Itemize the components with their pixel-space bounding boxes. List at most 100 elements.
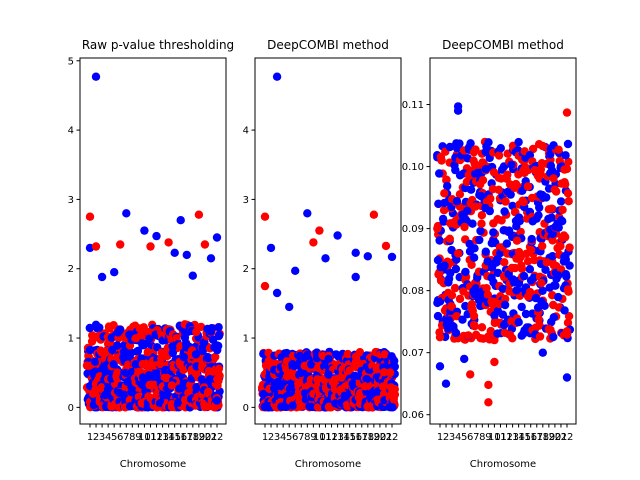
scatter-point xyxy=(387,252,397,262)
x-tick-label: 11 xyxy=(144,432,157,443)
scatter-point xyxy=(440,189,449,198)
x-tick-label: 14 xyxy=(512,432,525,443)
scatter-point xyxy=(563,189,573,198)
scatter-point xyxy=(348,379,357,388)
y-tick-label: 4 xyxy=(68,126,74,137)
y-tick-label: 2 xyxy=(243,264,249,275)
scatter-point xyxy=(110,268,119,277)
scatter-point xyxy=(155,359,165,369)
scatter-point xyxy=(477,323,487,332)
scatter-point xyxy=(521,309,531,319)
x-tick-label: 8 xyxy=(304,432,310,443)
x-tick-label: 3 xyxy=(449,432,455,443)
scatter-point xyxy=(518,186,527,195)
y-tick-label: 2 xyxy=(68,264,74,275)
scatter-point xyxy=(449,322,458,331)
scatter-point xyxy=(350,361,359,370)
x-tick-label: 20 xyxy=(549,432,562,443)
x-tick-label: 7 xyxy=(473,432,479,443)
scatter-point xyxy=(477,219,486,228)
scatter-point xyxy=(554,271,563,280)
y-tick-label: 0 xyxy=(68,403,74,414)
scatter-point xyxy=(512,236,522,245)
x-tick-label: 8 xyxy=(479,432,485,443)
scatter-point xyxy=(561,151,570,160)
scatter-point xyxy=(469,156,478,165)
y-tick-label: 0 xyxy=(243,403,249,414)
x-tick-label: 22 xyxy=(211,432,224,443)
x-tick-label: 12 xyxy=(150,432,163,443)
scatter-point xyxy=(194,210,204,219)
scatter-point xyxy=(556,197,566,206)
y-tick-label: 0.10 xyxy=(402,162,424,173)
scatter-point xyxy=(562,373,572,382)
scatter-point xyxy=(294,379,303,388)
scatter-point xyxy=(381,241,391,251)
scatter-point xyxy=(535,332,545,341)
x-tick-label: 7 xyxy=(123,432,129,443)
scatter-point xyxy=(204,367,214,376)
scatter-point xyxy=(499,320,509,330)
scatter-point xyxy=(564,157,573,166)
scatter-point xyxy=(164,238,173,247)
x-axis-label: Chromosome xyxy=(120,459,186,470)
scatter-point xyxy=(518,196,527,205)
scatter-point xyxy=(538,348,547,357)
scatter-point xyxy=(487,273,496,282)
scatter-point xyxy=(549,332,558,342)
scatter-point xyxy=(564,312,574,321)
x-tick-label: 8 xyxy=(129,432,135,443)
scatter-point xyxy=(213,381,222,390)
scatter-point xyxy=(540,301,549,310)
scatter-point xyxy=(85,212,95,221)
scatter-point xyxy=(439,217,448,226)
scatter-point xyxy=(461,267,470,277)
scatter-point xyxy=(451,264,461,274)
y-tick-label: 0.08 xyxy=(402,286,424,297)
scatter-point xyxy=(532,214,541,223)
scatter-point xyxy=(389,395,398,404)
y-tick-label: 0.09 xyxy=(402,224,424,235)
x-tick-label: 10 xyxy=(138,432,151,443)
x-tick-label: 21 xyxy=(555,432,568,443)
scatter-point xyxy=(91,72,101,81)
y-tick-label: 0.06 xyxy=(402,410,424,421)
scatter-point xyxy=(369,210,379,219)
x-tick-label: 14 xyxy=(337,432,350,443)
scatter-point xyxy=(561,270,571,279)
scatter-point xyxy=(387,352,396,361)
y-tick-label: 4 xyxy=(243,126,249,137)
scatter-point xyxy=(558,205,567,214)
x-tick-label: 18 xyxy=(536,432,549,443)
scatter-point xyxy=(301,353,310,362)
x-tick-label: 15 xyxy=(518,432,531,443)
x-tick-label: 20 xyxy=(374,432,387,443)
scatter-point xyxy=(137,398,146,408)
scatter-point xyxy=(101,390,110,400)
scatter-point xyxy=(91,242,101,251)
scatter-point xyxy=(191,350,201,359)
scatter-point xyxy=(179,353,189,362)
scatter-point xyxy=(266,243,276,253)
panel-raw-pvalue: Raw p-value thresholding Chromosome 0123… xyxy=(68,38,235,470)
x-tick-label: 6 xyxy=(467,432,473,443)
x-tick-label: 2 xyxy=(443,432,449,443)
scatter-point xyxy=(114,328,123,337)
scatter-point xyxy=(214,323,223,332)
scatter-point xyxy=(343,349,352,359)
scatter-point xyxy=(433,256,443,265)
scatter-point xyxy=(307,402,316,411)
scatter-point xyxy=(512,286,521,295)
scatter-point xyxy=(168,348,177,358)
scatter-point xyxy=(500,258,509,267)
scatter-point xyxy=(149,380,159,389)
scatter-point xyxy=(542,193,551,202)
scatter-point xyxy=(508,334,517,343)
scatter-point xyxy=(440,198,449,208)
scatter-point xyxy=(440,261,449,270)
scatter-point xyxy=(386,383,396,392)
panel-title: Raw p-value thresholding xyxy=(82,38,234,52)
scatter-point xyxy=(563,318,573,327)
scatter-point xyxy=(469,148,479,157)
